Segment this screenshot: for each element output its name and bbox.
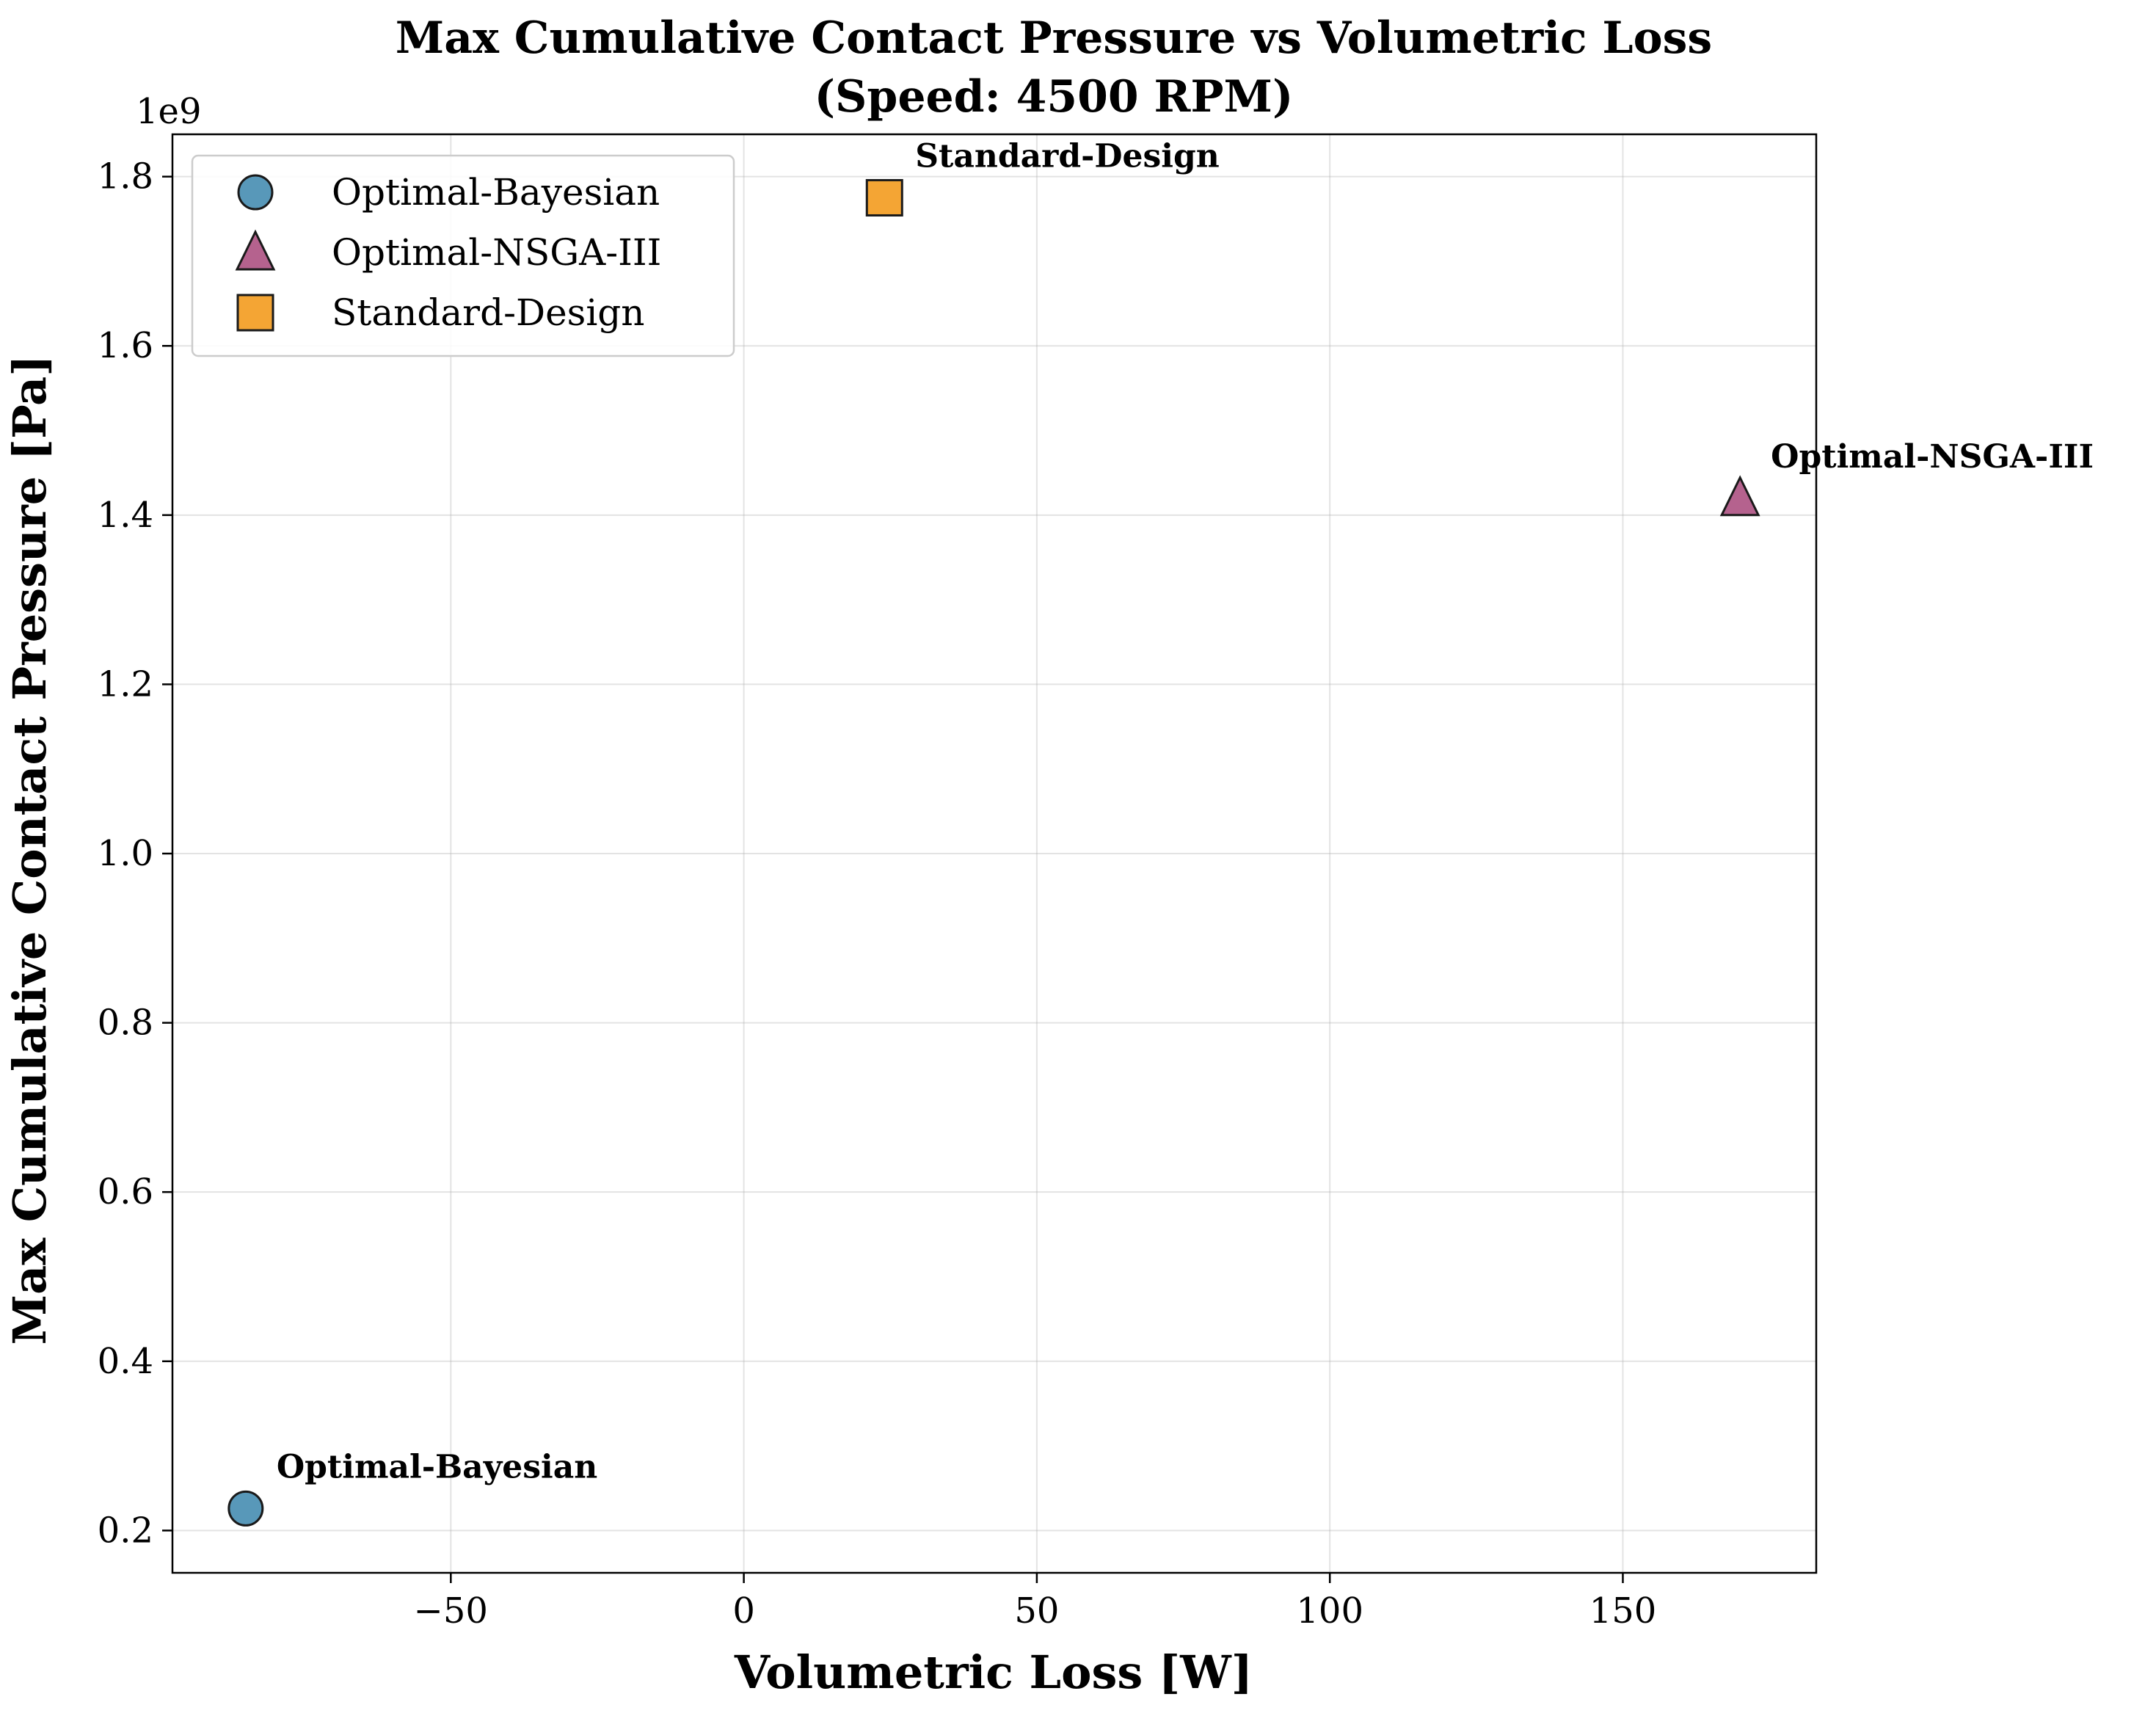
x-tick-label: 50 — [1014, 1590, 1059, 1632]
grid-layer — [172, 134, 1816, 1573]
point-annotation: Standard-Design — [915, 137, 1219, 175]
y-axis-label: Max Cumulative Contact Pressure [Pa] — [3, 354, 57, 1345]
legend-marker-circle — [237, 174, 274, 211]
y-tick-label: 0.4 — [98, 1341, 153, 1382]
x-axis-label: Volumetric Loss [W] — [734, 1645, 1253, 1699]
x-tick-label: 150 — [1589, 1590, 1657, 1632]
point-annotation: Optimal-Bayesian — [277, 1448, 597, 1485]
point-annotation: Optimal-NSGA-III — [1771, 438, 2094, 476]
y-tick-label: 1.8 — [98, 156, 153, 197]
y-tick-label: 0.8 — [98, 1003, 153, 1044]
y-tick-label: 1.6 — [98, 325, 153, 366]
legend-label: Optimal-NSGA-III — [332, 231, 661, 274]
chart-title: Max Cumulative Contact Pressure vs Volum… — [396, 12, 1712, 64]
x-tick-label: 100 — [1296, 1590, 1363, 1632]
y-tick-label: 0.2 — [98, 1510, 153, 1551]
y-tick-label: 1.4 — [98, 495, 153, 536]
tick-layer: −50 0 50 100 150 0.2 0.4 0.6 0.8 1.0 1.2 1.4 1.6 1.8 — [98, 156, 1657, 1632]
chart-subtitle: (Speed: 4500 RPM) — [815, 71, 1294, 123]
data-point-circle — [227, 1490, 264, 1527]
y-tick-label: 1.2 — [98, 663, 153, 705]
legend-marker-square — [236, 294, 274, 332]
point-layer — [227, 178, 1760, 1527]
y-tick-label: 1.0 — [98, 833, 153, 874]
x-tick-label: 0 — [732, 1590, 755, 1632]
legend-marker-triangle — [235, 229, 276, 271]
y-axis-multiplier: 1e9 — [136, 91, 201, 132]
y-tick-label: 0.6 — [98, 1171, 153, 1212]
data-point-triangle — [1719, 475, 1760, 517]
legend-items: Optimal-Bayesian Optimal-NSGA-III Standard… — [235, 171, 661, 334]
data-point-square — [865, 178, 903, 217]
legend-label: Standard-Design — [332, 291, 645, 334]
legend-box — [191, 154, 735, 357]
annotation-layer: Optimal-Bayesian Optimal-NSGA-III Standard… — [277, 137, 2094, 1485]
legend-label: Optimal-Bayesian — [332, 171, 660, 214]
x-tick-label: −50 — [414, 1590, 488, 1632]
legend: Optimal-Bayesian Optimal-NSGA-III Standard… — [191, 154, 735, 357]
